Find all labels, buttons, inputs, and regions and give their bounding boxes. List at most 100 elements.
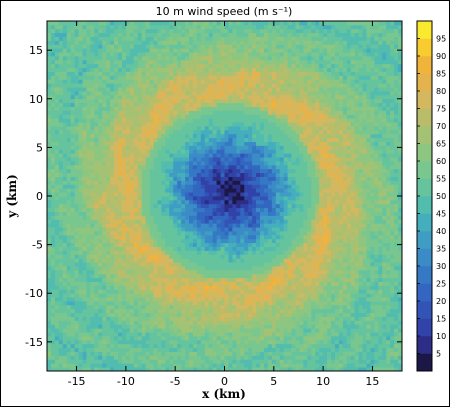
heatmap-cell [74,172,79,177]
heatmap-cell [189,285,194,290]
heatmap-cell [279,254,285,259]
heatmap-cell [47,297,52,302]
heatmap-cell [283,328,289,333]
heatmap-cell [299,320,304,325]
heatmap-cell [386,242,391,247]
heatmap-cell [311,289,316,294]
heatmap-cell [200,203,206,209]
heatmap-cell [291,157,296,162]
heatmap-cell [185,367,190,371]
heatmap-cell [173,328,178,333]
heatmap-cell [228,347,233,352]
heatmap-cell [118,219,123,224]
heatmap-cell [338,176,344,181]
heatmap-cell [256,223,261,228]
heatmap-cell [185,242,190,247]
heatmap-cell [204,320,210,325]
heatmap-cell [181,164,186,170]
heatmap-cell [327,367,332,371]
heatmap-cell [311,242,316,247]
heatmap-cell [287,219,292,224]
heatmap-cell [90,164,95,170]
heatmap-cell [196,289,202,294]
chart-title: 10 m wind speed (m s⁻¹) [156,5,293,18]
heatmap-cell [90,277,95,282]
heatmap-cell [228,192,233,197]
heatmap-cell [106,215,111,220]
heatmap-cell [386,223,391,228]
heatmap-cell [327,312,332,317]
heatmap-cell [161,176,166,181]
heatmap-cell [145,363,150,368]
heatmap-cell [240,176,245,181]
heatmap-cell [307,168,312,174]
heatmap-cell [149,157,154,162]
heatmap-cell [307,242,312,247]
heatmap-cell [323,192,328,197]
heatmap-cell [244,308,249,314]
heatmap-cell [94,262,99,267]
heatmap-cell [121,219,127,224]
heatmap-cell [208,219,214,224]
heatmap-cell [350,227,356,232]
heatmap-cell [125,254,131,259]
heatmap-cell [386,304,391,310]
heatmap-cell [98,359,103,364]
heatmap-cell [319,277,324,282]
heatmap-cell [129,168,135,174]
heatmap-cell [94,180,99,185]
heatmap-cell [398,250,402,255]
heatmap-cell [283,293,289,298]
heatmap-cell [354,161,360,166]
heatmap-cell [236,273,241,279]
heatmap-cell [256,339,261,345]
heatmap-cell [149,312,154,317]
heatmap-cell [50,188,56,193]
heatmap-cell [74,336,79,341]
heatmap-cell [299,176,304,181]
heatmap-cell [58,343,64,349]
heatmap-cell [240,231,245,236]
heatmap-cell [47,153,52,158]
heatmap-cell [358,312,363,317]
heatmap-cell [70,242,76,247]
heatmap-cell [118,320,123,325]
heatmap-cell [382,285,387,290]
heatmap-cell [74,176,79,181]
heatmap-cell [90,215,95,220]
heatmap-cell [161,258,166,263]
heatmap-cell [196,351,202,356]
heatmap-cell [177,192,182,197]
heatmap-cell [200,172,206,177]
heatmap-cell [196,215,202,220]
heatmap-cell [137,184,143,189]
heatmap-cell [110,199,115,205]
heatmap-cell [196,207,202,212]
heatmap-cell [228,277,233,282]
heatmap-cell [161,238,166,244]
heatmap-cell [157,176,162,181]
heatmap-cell [240,363,245,368]
heatmap-cell [370,196,375,201]
heatmap-cell [200,304,206,310]
heatmap-cell [98,188,103,193]
heatmap-cell [129,231,135,236]
heatmap-cell [177,196,182,201]
heatmap-cell [279,164,285,170]
heatmap-cell [319,168,324,174]
heatmap-cell [169,355,174,360]
heatmap-cell [82,207,87,212]
heatmap-cell [256,285,261,290]
heatmap-cell [263,211,269,216]
heatmap-cell [149,301,154,306]
heatmap-cell [173,347,178,352]
heatmap-cell [94,347,99,352]
heatmap-cell [90,262,95,267]
heatmap-cell [129,304,135,310]
heatmap-cell [370,176,375,181]
heatmap-cell [362,203,367,209]
heatmap-cell [129,324,135,329]
heatmap-cell [327,324,332,329]
heatmap-cell [62,301,68,306]
heatmap-cell [256,343,261,349]
